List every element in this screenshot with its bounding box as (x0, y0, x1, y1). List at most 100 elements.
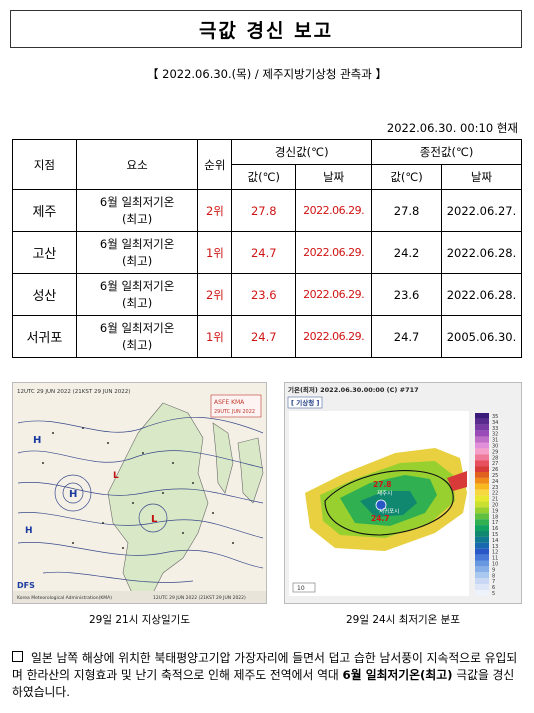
legend-swatch (475, 454, 489, 461)
records-table: 지점 요소 순위 경신값(℃) 종전값(℃) 값(℃) 날짜 값(℃) 날짜 제… (12, 139, 523, 358)
legend-swatch (475, 489, 489, 496)
legend-tick-label: 35 (492, 414, 498, 420)
surface-map-graphic: 12UTC 29 JUN 2022 (21KST 29 JUN 2022) H … (13, 383, 266, 603)
legend-tick-label: 23 (492, 485, 498, 491)
map-footer-text: Korea Meteorological Administration(KMA) (17, 595, 112, 601)
legend-swatch (475, 483, 489, 490)
svg-text:L: L (113, 471, 119, 481)
land-mass (237, 437, 264, 504)
rank-cell: 1위 (197, 315, 233, 358)
legend-swatch (475, 584, 489, 590)
old-date-cell: 2022.06.27. (440, 189, 523, 232)
legend-swatch (475, 507, 489, 514)
header-element: 요소 (75, 139, 199, 190)
legend-tick-label: 10 (492, 562, 498, 568)
kma-badge: [ 기상청 ] (291, 398, 319, 407)
header-old-value: 값(℃) (371, 164, 442, 190)
legend-tick-label: 5 (492, 591, 495, 597)
header-old-date: 날짜 (440, 164, 523, 190)
legend-tick-label: 19 (492, 508, 498, 514)
new-value-cell: 24.7 (231, 231, 297, 274)
legend-tick-label: 27 (492, 461, 498, 467)
legend-tick-label: 18 (492, 514, 498, 520)
legend-swatch (475, 566, 489, 573)
legend-swatch (475, 554, 489, 561)
legend-tick-label: 26 (492, 467, 498, 473)
label-seogwipo-city: 서귀포시 (379, 507, 399, 515)
station-cell: 제주 (12, 189, 77, 232)
legend-swatch (475, 413, 489, 419)
map-stamp-line1: ASFE KMA (214, 399, 245, 406)
legend-tick-label: 21 (492, 497, 498, 503)
legend-swatch (475, 424, 489, 431)
element-line2: (최고) (122, 337, 153, 352)
element-line1: 6월 일최저기온 (99, 194, 175, 209)
legend-tick-label: 30 (492, 444, 498, 450)
legend-swatch (475, 525, 489, 531)
report-title: 극값 경신 보고 (10, 10, 522, 48)
legend-swatch (475, 418, 489, 425)
legend-tick-label: 7 (492, 579, 495, 585)
legend-swatch (475, 501, 489, 508)
old-value-cell: 27.8 (371, 189, 442, 232)
map-logo-dfs: DFS (17, 581, 35, 590)
caption-temp-map: 29일 24시 최저기온 분포 (345, 614, 460, 626)
new-value-cell: 27.8 (231, 189, 297, 232)
rank-cell: 2위 (197, 189, 233, 232)
svg-text:L: L (151, 514, 158, 525)
legend-tick-label: 32 (492, 432, 498, 438)
legend-tick-label: 25 (492, 473, 498, 479)
header-new-date: 날짜 (295, 164, 373, 190)
legend-swatch (475, 578, 489, 585)
legend-tick-label: 28 (492, 455, 498, 461)
as-of-timestamp: 2022.06.30. 00:10 현재 (386, 121, 518, 135)
element-cell: 6월 일최저기온 (최고) (75, 231, 199, 274)
old-date-cell: 2005.06.30. (440, 315, 523, 358)
svg-text:H: H (69, 489, 77, 500)
rank-cell: 1위 (197, 231, 233, 274)
svg-text:H: H (25, 526, 33, 536)
map-header: 12UTC 29 JUN 2022 (21KST 29 JUN 2022) (17, 389, 130, 395)
station-cell: 고산 (12, 231, 77, 274)
map-stamp-line2: 29UTC JUN 2022 (214, 409, 255, 415)
element-line2: (최고) (122, 211, 153, 226)
legend-swatch (475, 560, 489, 567)
element-line1: 6월 일최저기온 (99, 320, 175, 335)
station-cell: 서귀포 (12, 315, 77, 358)
legend-tick-label: 14 (492, 538, 498, 544)
element-line2: (최고) (122, 253, 153, 268)
legend-tick-label: 20 (492, 503, 498, 509)
note-text-post: 극값을 경신하였습니다. (12, 668, 515, 699)
legend-swatch (475, 590, 489, 596)
station-cell: 성산 (12, 273, 77, 316)
old-value-cell: 24.2 (371, 231, 442, 274)
legend-swatch (475, 519, 489, 526)
element-line2: (최고) (122, 295, 153, 310)
table-row: 서귀포 6월 일최저기온 (최고) 1위 24.7 2022.06.29. 24.… (12, 315, 523, 358)
legend-tick-label: 29 (492, 449, 498, 455)
legend-tick-label: 15 (492, 532, 498, 538)
scale-label: 10 (297, 585, 305, 592)
legend-tick-label: 13 (492, 544, 498, 550)
note-text-pre: 일본 남쪽 해상에 위치한 북태평양고기압 가장자리에 들면서 덥고 습한 남서… (12, 651, 518, 682)
legend-swatch (475, 430, 489, 437)
old-date-cell: 2022.06.28. (440, 231, 523, 274)
old-date-cell: 2022.06.28. (440, 273, 523, 316)
temp-map-graphic: 기온(최저) 2022.06.30.00:00 (C) #717 [ 기상청 ]… (285, 383, 521, 603)
report-subhead: 【 2022.06.30.(목) / 제주지방기상청 관측과 】 (146, 67, 387, 81)
legend-swatch (475, 531, 489, 537)
legend-tick-label: 34 (492, 420, 498, 426)
header-rank: 순위 (197, 139, 233, 190)
old-value-cell: 23.6 (371, 273, 442, 316)
map-footer-right: 12UTC 29 JUN 2022 (21KST 29 JUN 2022) (153, 595, 246, 601)
new-date-cell: 2022.06.29. (295, 315, 373, 358)
element-cell: 6월 일최저기온 (최고) (75, 315, 199, 358)
new-value-cell: 24.7 (231, 315, 297, 358)
label-jeju-city: 제주시 (377, 489, 392, 497)
legend-tick-label: 9 (492, 567, 495, 573)
legend-tick-label: 11 (492, 556, 498, 562)
header-station: 지점 (12, 139, 77, 190)
temp-map-header: 기온(최저) 2022.06.30.00:00 (C) #717 (288, 385, 419, 394)
legend-swatch (475, 536, 489, 543)
svg-text:H: H (33, 435, 41, 446)
